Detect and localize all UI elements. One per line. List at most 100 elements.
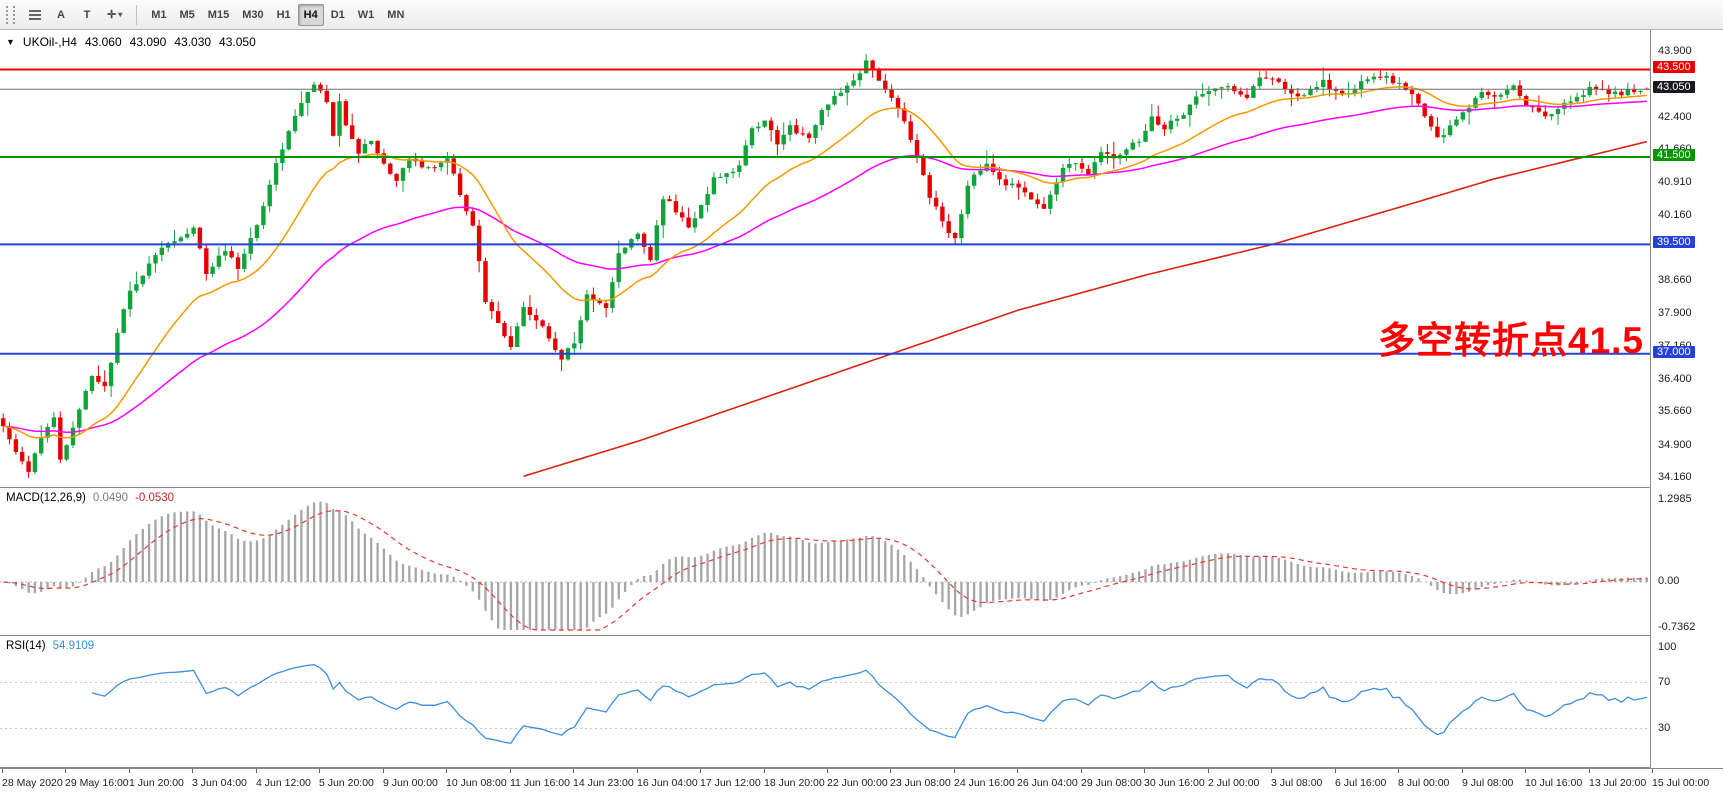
timeframe-button-group: M1 M5 M15 M30 H1 H4 D1 W1 MN [145,3,410,26]
time-tick [1081,769,1082,773]
quote-close: 43.050 [219,35,256,49]
macd-value-main: 0.0490 [92,492,129,504]
time-tick [129,769,130,773]
timeframe-h4-button[interactable]: H4 [297,3,324,26]
time-tick [510,769,511,773]
price-tick-43.900: 43.900 [1658,45,1692,57]
macd-axis-tick-0.00: 0.00 [1658,575,1680,587]
time-label: 14 Jun 23:00 [573,777,634,789]
time-label: 29 Jun 08:00 [1081,777,1142,789]
timeframe-m5-button[interactable]: M5 [179,8,195,21]
moving-averages [3,86,1647,478]
ma-fast-line [3,86,1647,439]
time-tick [1652,769,1653,773]
time-tick [2,769,3,773]
timeframe-mn-button[interactable]: MN [387,8,405,21]
time-tick [1462,769,1463,773]
time-label: 9 Jun 00:00 [383,777,438,789]
macd-histogram [8,501,1648,630]
timeframe-d1-button[interactable]: D1 [330,8,345,21]
time-tick [954,769,955,773]
time-label: 26 Jun 04:00 [1017,777,1078,789]
quote-low: 43.030 [174,35,212,49]
time-tick [1208,769,1209,773]
time-label: 24 Jun 16:00 [954,777,1015,789]
symbol-timeframe-label: UKOil-,H4 [22,35,77,49]
one-click-trading-arrow[interactable]: ▼ [6,37,15,47]
timeframe-h1-button[interactable]: H1 [276,8,291,21]
toolbar-separator [136,4,138,25]
chart-title: ▼ UKOil-,H4 43.060 43.090 43.030 43.050 [6,35,256,49]
text-tool-button[interactable]: T [75,4,99,26]
time-tick [65,769,66,773]
time-tick [1525,769,1526,773]
price-badge-39.500: 39.500 [1653,236,1695,248]
annotation-a-button[interactable]: A [49,4,73,26]
ma-long-line [523,140,1647,478]
horizontal-level-lines [0,68,1650,355]
price-tick-35.660: 35.660 [1658,405,1692,417]
time-tick [383,769,384,773]
rsi-canvas[interactable] [0,636,1650,768]
time-label: 18 Jun 20:00 [764,777,825,789]
letter-a-icon: A [57,8,65,21]
main-chart-panel: ▼ UKOil-,H4 43.060 43.090 43.030 43.050 … [0,30,1650,488]
timeframe-w1-button[interactable]: W1 [357,8,375,21]
time-label: 11 Jun 16:00 [510,777,570,789]
time-label: 28 May 2020 [2,777,63,789]
time-tick [256,769,257,773]
timeframe-m30-button[interactable]: M30 [242,8,264,21]
rsi-panel: RSI(14) 54.9109 [0,636,1650,768]
macd-axis-tick--0.7362: -0.7362 [1658,621,1696,633]
time-tick [319,769,320,773]
time-label: 3 Jun 04:00 [192,777,247,789]
time-label: 10 Jul 16:00 [1525,777,1583,789]
timeframe-m1-button[interactable]: M1 [151,8,167,21]
time-label: 4 Jun 12:00 [256,777,311,789]
crosshair-icon: ✛ [107,9,117,21]
time-tick [1271,769,1272,773]
time-label: 16 Jun 04:00 [637,777,698,789]
price-tick-34.160: 34.160 [1658,471,1692,483]
price-tick-34.900: 34.900 [1658,439,1692,451]
macd-axis-tick-1.2985: 1.2985 [1658,493,1692,505]
time-tick [1335,769,1336,773]
letter-t-icon: T [83,8,91,21]
macd-canvas[interactable] [0,488,1650,636]
time-label: 1 Jun 20:00 [129,777,184,789]
rsi-name: RSI(14) [6,640,46,652]
rsi-axis-tick-100: 100 [1658,641,1677,653]
crosshair-tool-dropdown[interactable]: ✛ ▾ [101,4,128,26]
time-label: 6 Jul 16:00 [1335,777,1387,789]
time-tick [764,769,765,773]
pivot-annotation-text[interactable]: 多空转折点41.5 [1378,320,1645,361]
price-badge-41.500: 41.500 [1653,149,1695,161]
time-label: 17 Jun 12:00 [700,777,761,789]
toolbar: A T ✛ ▾ M1 M5 M15 M30 H1 H4 D1 W1 MN [0,0,1723,30]
rsi-axis-tick-70: 70 [1658,676,1671,688]
time-label: 2 Jul 00:00 [1208,777,1260,789]
time-label: 8 Jul 00:00 [1398,777,1450,789]
time-tick [1398,769,1399,773]
time-tick [573,769,574,773]
rsi-line [91,664,1647,745]
candles [1,54,1649,478]
price-badge-43.050: 43.050 [1653,81,1695,93]
price-chart-canvas[interactable] [0,30,1650,488]
toolbar-grip-handle[interactable] [6,5,15,24]
time-tick [890,769,891,773]
time-tick [192,769,193,773]
charts-menu-button[interactable] [23,4,47,26]
time-label: 3 Jul 08:00 [1271,777,1323,789]
price-axis[interactable]: 43.90042.40041.66040.91040.16038.66037.9… [1650,30,1723,768]
price-tick-42.400: 42.400 [1658,111,1692,123]
time-axis[interactable]: 28 May 2020 29 May 16:00 1 Jun 20:00 3 Jun … [0,768,1723,796]
time-label: 15 Jul 00:00 [1652,777,1710,789]
macd-signal-line [3,510,1647,631]
timeframe-m15-button[interactable]: M15 [207,8,230,21]
rsi-axis-tick-30: 30 [1658,722,1671,734]
time-label: 10 Jun 08:00 [446,777,507,789]
quote-high: 43.090 [129,35,167,49]
time-tick [446,769,447,773]
